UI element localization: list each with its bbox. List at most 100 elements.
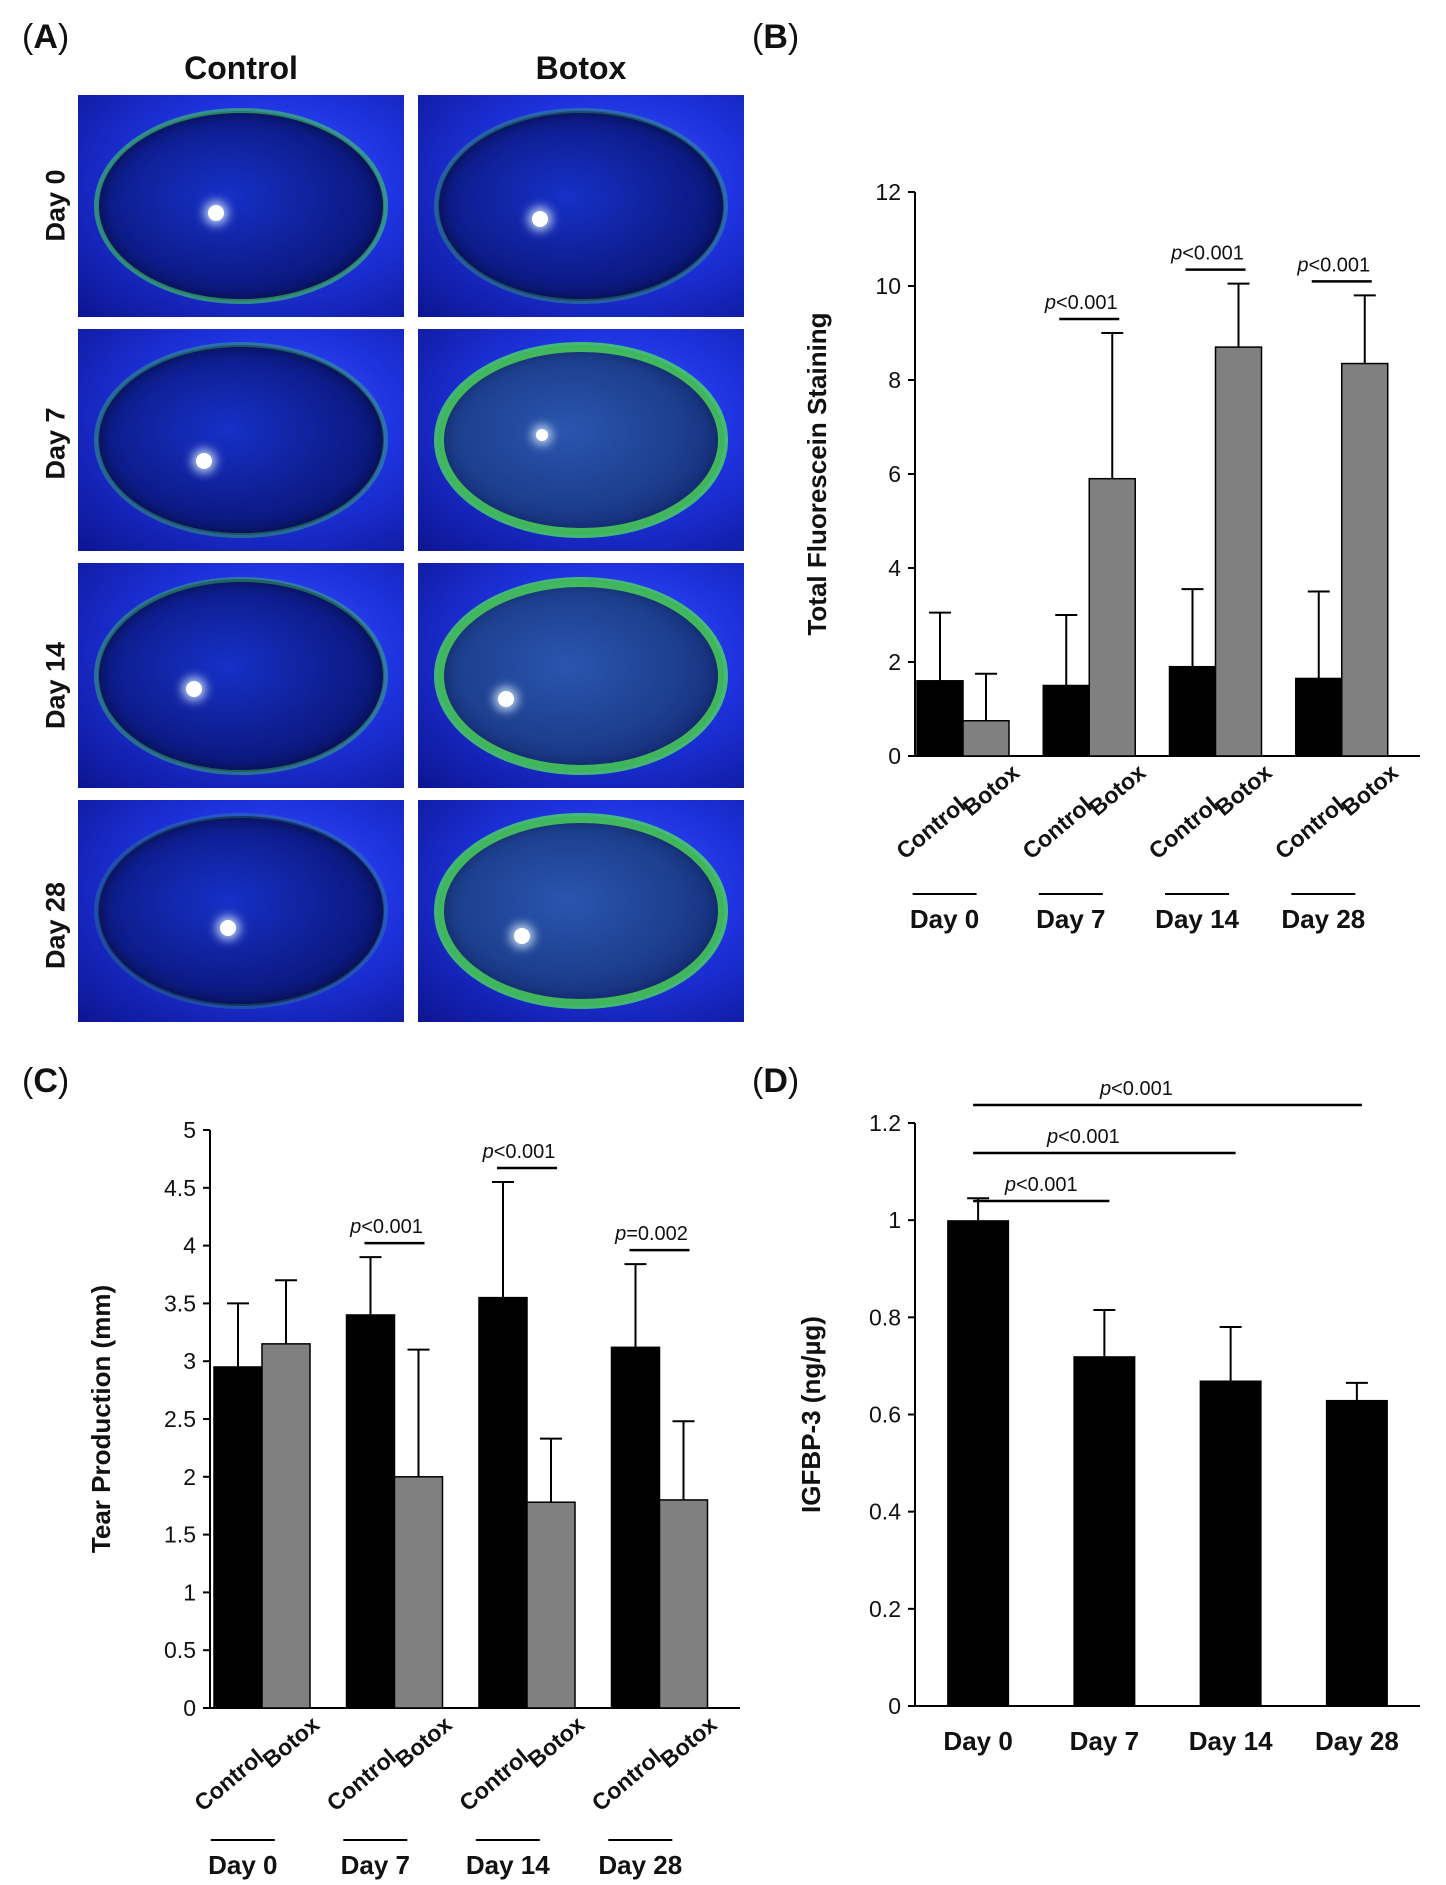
x-tick-label-day-0: Day 0 [943,1726,1012,1756]
y-tick-label: 1.2 [869,1110,901,1136]
y-tick-label: 1.5 [164,1522,196,1548]
bar-botox-day-0 [962,720,1010,757]
y-tick-label: 2 [183,1464,196,1490]
y-axis-title: Tear Production (mm) [86,1285,116,1553]
eye-photo-botox-day-28 [418,800,744,1022]
y-tick-label: 12 [875,179,901,205]
category-label-botox: Botox [523,1711,590,1773]
category-label-botox: Botox [1336,759,1403,821]
significance-label: p<0.001 [1044,292,1118,314]
bar-control-day-0 [213,1366,263,1709]
x-tick-label-day-28: Day 28 [1315,1726,1399,1756]
bar-control-day-28 [610,1346,661,1709]
eye-photo-botox-day-7 [418,329,744,551]
bar-day-7 [1073,1356,1136,1706]
column-header-botox: Botox [535,50,627,86]
y-tick-label: 4.5 [164,1175,196,1201]
y-tick-label: 0 [888,743,901,769]
bar-botox-day-0 [261,1343,311,1709]
significance-label: p<0.001 [1046,1126,1120,1148]
bar-control-day-14 [1168,665,1217,757]
y-axis-title: Total Fluorescein Staining [802,312,832,635]
panel-c-label: (C) [22,1062,70,1100]
y-tick-label: 10 [875,273,901,299]
y-tick-label: 0.6 [869,1402,901,1428]
y-tick-label: 0.8 [869,1304,901,1330]
panel-b-label: (B) [752,18,800,56]
group-label-day-7: Day 7 [341,1850,410,1880]
row-header-day-14: Day 14 [40,641,71,730]
significance-label: p<0.001 [1296,254,1370,276]
group-label-day-14: Day 14 [466,1850,550,1880]
bar-control-day-14 [478,1296,528,1709]
category-label-control: Control [587,1744,666,1816]
bar-botox-day-7 [1088,477,1136,757]
bar-day-0 [947,1220,1010,1706]
bar-botox-day-28 [1341,362,1389,757]
eye-photo-botox-day-0 [418,95,744,317]
bar-control-day-7 [345,1314,396,1709]
y-tick-label: 6 [888,461,901,487]
eye-photo-control-day-7 [78,329,404,551]
y-tick-label: 2 [888,649,901,675]
y-tick-label: 0.4 [869,1499,901,1525]
y-tick-label: 3.5 [164,1290,196,1316]
group-label-day-0: Day 0 [910,904,979,934]
category-label-control: Control [189,1744,268,1816]
bar-control-day-7 [1042,684,1090,757]
panel-a-label: (A) [22,18,70,56]
bar-day-14 [1199,1380,1262,1706]
eye-photo-botox-day-14 [418,563,744,788]
category-label-botox: Botox [258,1711,325,1773]
chart-igfbp3: 0 0.2 0.4 0.6 0.8 1 1.2 IGFBP-3 (ng/µg) Day 0 Day… [796,1078,1420,1756]
category-label-control: Control [454,1744,533,1816]
category-label-control: Control [322,1744,401,1816]
bar-botox-day-14 [1214,346,1263,757]
significance-label: p<0.001 [1099,1078,1173,1100]
bar-botox-day-7 [393,1476,444,1709]
bar-control-day-0 [916,680,964,757]
bar-day-28 [1325,1399,1388,1706]
y-tick-label: 0 [888,1693,901,1719]
significance-label: p<0.001 [1170,243,1244,265]
group-label-day-28: Day 28 [1281,904,1365,934]
eye-photo-control-day-14 [78,563,404,788]
group-label-day-7: Day 7 [1036,904,1105,934]
y-tick-label: 1 [183,1579,196,1605]
category-label-botox: Botox [1084,759,1151,821]
y-tick-label: 4 [888,555,901,581]
y-tick-label: 5 [183,1117,196,1143]
significance-label: p<0.001 [482,1141,556,1163]
y-tick-label: 4 [183,1233,196,1259]
row-header-day-28: Day 28 [40,881,71,970]
category-label-botox: Botox [655,1711,722,1773]
group-label-day-14: Day 14 [1155,904,1239,934]
y-tick-label: 2.5 [164,1406,196,1432]
y-tick-label: 8 [888,367,901,393]
category-label-botox: Botox [390,1711,457,1773]
column-header-control: Control [184,50,298,86]
group-label-day-28: Day 28 [598,1850,682,1880]
y-tick-label: 0 [183,1695,196,1721]
category-label-botox: Botox [1210,759,1277,821]
y-tick-label: 0.2 [869,1596,901,1622]
y-tick-label: 1 [888,1207,901,1233]
y-tick-label: 0.5 [164,1637,196,1663]
eye-photo-control-day-28 [78,800,404,1022]
chart-tear-production: 0 0.5 1 1.5 2 2.5 3 3.5 4 4.5 5 Tear Production (mm… [86,1117,740,1880]
panel-d-label: (D) [752,1062,800,1100]
bar-control-day-28 [1295,677,1343,757]
x-tick-label-day-14: Day 14 [1189,1726,1273,1756]
significance-label: p=0.002 [614,1223,688,1245]
x-tick-label-day-7: Day 7 [1070,1726,1139,1756]
y-axis-title: IGFBP-3 (ng/µg) [796,1316,826,1513]
row-header-day-7: Day 7 [40,407,71,480]
bar-botox-day-28 [658,1499,709,1709]
significance-label: p<0.001 [1004,1174,1078,1196]
bar-botox-day-14 [526,1501,576,1709]
significance-label: p<0.001 [349,1216,423,1238]
row-header-day-0: Day 0 [40,169,71,242]
eye-photo-control-day-0 [78,95,404,317]
y-tick-label: 3 [183,1348,196,1374]
